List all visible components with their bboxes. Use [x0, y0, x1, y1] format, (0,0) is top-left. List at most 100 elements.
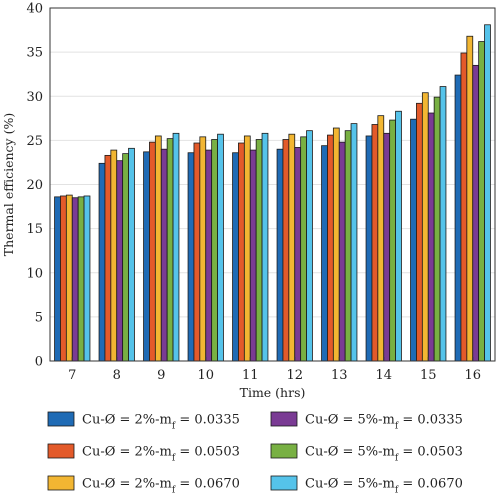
bar-9-series-2 [149, 141, 156, 362]
bar-7-series-3 [65, 194, 73, 362]
bar-13-series-1 [321, 145, 328, 362]
y-tick-label: 40 [26, 2, 43, 17]
bar-10-series-6 [217, 133, 224, 362]
x-tick-label: 10 [197, 368, 214, 383]
legend-item-3: Cu-Ø = 2%-mf = 0.0670 [47, 475, 240, 496]
bar-12-series-6 [306, 130, 313, 362]
x-axis-title: Time (hrs) [240, 385, 306, 400]
bar-7-series-1 [54, 196, 61, 362]
bar-13-series-4 [338, 141, 346, 362]
bar-13-series-2 [327, 134, 334, 362]
x-tick-label: 9 [157, 368, 165, 383]
bar-7-series-4 [71, 197, 79, 362]
x-tick-labels: 7 8 9 10 11 12 13 14 15 16 [68, 357, 481, 383]
x-tick-label: 13 [331, 368, 348, 383]
x-tick-label: 14 [375, 368, 392, 383]
bar-10-series-2 [193, 142, 201, 362]
legend-label: Cu-Ø = 5%-mf = 0.0670 [305, 477, 463, 496]
legend-swatch [270, 443, 298, 459]
y-tick-label: 25 [26, 134, 43, 149]
bar-12-series-2 [282, 139, 290, 362]
bar-11-series-1 [232, 152, 239, 362]
bar-15-series-1 [410, 118, 417, 362]
bar-12-series-5 [300, 136, 307, 362]
bar-10-series-1 [187, 152, 195, 362]
bar-12-series-1 [276, 148, 284, 362]
bar-14-series-1 [365, 135, 373, 362]
bar-14-series-5 [389, 119, 396, 362]
legend-label: Cu-Ø = 2%-mf = 0.0335 [82, 413, 240, 432]
bar-9-series-6 [172, 132, 180, 362]
bar-14-series-6 [395, 110, 402, 362]
y-tick-labels: 0 5 10 15 20 25 30 35 40 [26, 2, 43, 370]
bar-15-series-4 [427, 112, 435, 362]
bar-14-series-2 [371, 124, 379, 362]
legend-label: Cu-Ø = 5%-mf = 0.0503 [305, 445, 463, 464]
y-tick-label: 5 [35, 310, 43, 325]
legend-label: Cu-Ø = 5%-mf = 0.0335 [305, 413, 463, 432]
y-tick-label: 35 [26, 46, 43, 61]
legend-swatch [47, 475, 75, 491]
bar-10-series-3 [199, 136, 207, 362]
bar-13-series-5 [344, 130, 352, 362]
bar-12-series-3 [288, 133, 296, 362]
bar-16-series-6 [484, 24, 491, 362]
legend-item-1: Cu-Ø = 2%-mf = 0.0335 [47, 411, 240, 432]
bar-16-series-1 [454, 74, 462, 362]
bar-14-series-4 [383, 132, 391, 362]
bar-9-series-4 [160, 148, 168, 362]
bar-7-series-5 [77, 196, 85, 362]
x-tick-label: 11 [242, 368, 259, 383]
legend-item-5: Cu-Ø = 5%-mf = 0.0503 [270, 443, 463, 464]
bar-16-series-5 [478, 41, 485, 362]
bar-15-series-3 [421, 92, 429, 362]
bar-9-series-5 [166, 138, 174, 362]
bar-16-series-4 [472, 64, 480, 362]
legend: Cu-Ø = 2%-mf = 0.0335 Cu-Ø = 2%-mf = 0.05… [47, 411, 463, 496]
y-axis-title: Thermal efficiency (%) [1, 113, 16, 256]
x-tick-label: 16 [464, 368, 481, 383]
bar-14-series-3 [377, 115, 385, 362]
bar-11-series-6 [261, 132, 269, 362]
bar-8-series-4 [116, 160, 124, 362]
bar-9-series-1 [143, 151, 150, 362]
bar-16-series-3 [466, 35, 474, 362]
bar-15-series-2 [416, 102, 423, 362]
bar-9-series-3 [154, 135, 162, 362]
x-tick-label: 15 [420, 368, 437, 383]
bar-15-series-5 [433, 96, 441, 362]
bar-12-series-4 [294, 147, 302, 362]
x-tick-label: 7 [68, 368, 76, 383]
bar-8-series-3 [110, 149, 118, 362]
bar-13-series-6 [350, 123, 358, 362]
y-tick-label: 15 [26, 222, 43, 237]
y-tick-label: 20 [26, 178, 43, 193]
legend-swatch [270, 411, 298, 427]
bar-8-series-6 [128, 147, 135, 362]
legend-label: Cu-Ø = 2%-mf = 0.0670 [82, 477, 240, 496]
bars [54, 24, 491, 362]
bar-8-series-1 [98, 162, 106, 362]
bar-11-series-4 [249, 149, 257, 362]
bar-8-series-5 [122, 153, 129, 362]
bar-7-series-6 [83, 195, 91, 362]
plot-frame [49, 7, 496, 362]
legend-swatch [47, 411, 75, 427]
bar-7-series-2 [60, 195, 67, 362]
bar-15-series-6 [439, 86, 447, 362]
y-tick-label: 0 [35, 355, 43, 370]
legend-item-6: Cu-Ø = 5%-mf = 0.0670 [270, 475, 463, 496]
y-tick-label: 10 [26, 266, 43, 281]
bar-10-series-5 [211, 139, 218, 362]
bar-11-series-3 [243, 135, 251, 362]
bar-11-series-5 [255, 139, 263, 362]
legend-swatch [47, 443, 75, 459]
legend-item-4: Cu-Ø = 5%-mf = 0.0335 [270, 411, 463, 432]
legend-item-2: Cu-Ø = 2%-mf = 0.0503 [47, 443, 240, 464]
bar-10-series-4 [205, 149, 213, 362]
bar-8-series-2 [104, 154, 112, 362]
bar-16-series-2 [460, 52, 468, 362]
y-tick-label: 30 [26, 90, 43, 105]
x-tick-label: 12 [286, 368, 303, 383]
